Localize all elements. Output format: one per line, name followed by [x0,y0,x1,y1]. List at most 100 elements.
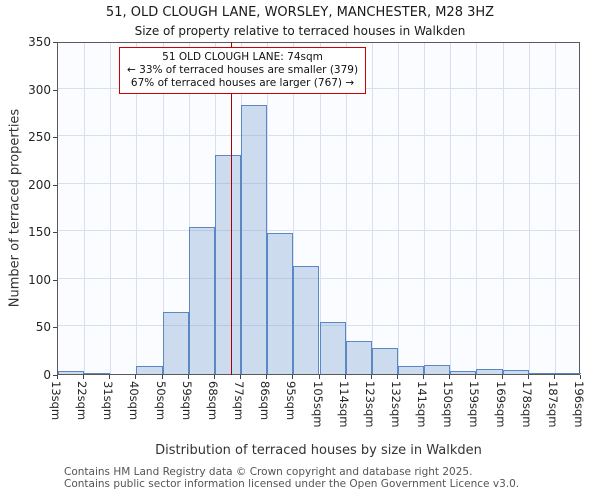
gridline-v [554,43,556,374]
x-tick-mark [57,375,58,379]
annotation-line-1: 51 OLD CLOUGH LANE: 74sqm [162,51,323,63]
x-axis-label: Distribution of terraced houses by size … [155,443,482,458]
x-tick-mark [344,375,346,379]
x-tick-mark [370,375,372,379]
bar [214,155,242,374]
bar [293,265,320,374]
bar [476,369,503,374]
annotation-line-3: 67% of terraced houses are larger (767) … [130,77,355,89]
x-tick-label: 105sqm [310,381,325,428]
chart-subtitle: Size of property relative to terraced ho… [134,24,466,38]
gridline-v [371,43,373,374]
x-tick-mark [161,375,163,379]
y-tick-label: 350 [28,35,51,49]
y-tick-label: 200 [28,177,51,192]
plot-area [57,42,581,375]
x-tick-label: 141sqm [415,381,430,428]
gridline-v [450,43,452,374]
x-tick-mark [266,375,268,379]
y-tick-mark [53,137,57,139]
y-tick-mark [53,184,57,186]
x-tick-label: 31sqm [101,381,116,421]
gridline-h [58,135,579,137]
gridline-v [293,43,295,374]
bar [528,373,555,374]
chart-title: 51, OLD CLOUGH LANE, WORSLEY, MANCHESTER… [105,5,495,20]
bar [188,226,215,374]
footer: Contains HM Land Registry data © Crown c… [64,466,519,490]
property-marker-line [231,42,233,375]
bar [84,373,111,374]
footer-line-2: Contains public sector information licen… [64,478,520,490]
bar [502,370,529,374]
gridline-v [188,43,190,374]
gridline-v [424,43,426,374]
x-tick-label: 86sqm [258,381,273,421]
y-tick-label: 250 [28,130,51,145]
x-tick-label: 150sqm [441,381,456,428]
x-tick-label: 40sqm [127,381,142,421]
x-tick-label: 187sqm [545,381,560,428]
x-tick-mark [318,375,320,379]
bar [450,371,477,374]
gridline-h [58,182,579,184]
x-tick-label: 196sqm [572,381,586,428]
bar [554,373,581,374]
gridline-h [58,230,579,232]
y-tick-label: 150 [28,225,51,240]
gridline-v [476,43,478,374]
x-tick-mark [213,375,215,379]
x-tick-label: 178sqm [519,381,534,428]
y-tick-mark [53,89,57,91]
bar [136,366,163,374]
x-tick-mark [240,375,242,379]
x-tick-mark [527,375,529,379]
x-tick-mark [449,375,451,379]
bar [424,365,451,374]
x-tick-label: 123sqm [362,381,377,428]
bar [58,371,85,374]
footer-line-1: Contains HM Land Registry data © Crown c… [64,466,473,478]
y-tick-label: 100 [28,272,51,287]
y-tick-label: 0 [43,368,51,382]
gridline-v [84,43,86,374]
x-tick-label: 50sqm [153,381,168,421]
x-tick-label: 114sqm [336,381,351,428]
x-tick-label: 95sqm [284,381,299,421]
bar [267,233,294,374]
x-tick-mark [475,375,477,379]
gridline-v [136,43,138,374]
chart-header: 51, OLD CLOUGH LANE, WORSLEY, MANCHESTER… [0,5,600,38]
x-tick-label: 22sqm [75,381,90,421]
x-tick-mark [187,375,189,379]
y-tick-label: 50 [35,320,51,335]
bar [162,312,189,374]
bar [241,104,268,374]
bar [397,366,425,374]
x-tick-label: 169sqm [493,381,508,428]
annotation-line-2: ← 33% of terraced houses are smaller (37… [127,64,359,76]
x-tick-label: 132sqm [388,381,403,428]
x-tick-mark [501,375,503,379]
gridline-v [528,43,530,374]
x-tick-mark [580,375,581,379]
x-tick-label: 13sqm [49,381,63,421]
y-tick-label: 300 [28,82,51,97]
gridline-v [502,43,504,374]
gridline-v [110,43,112,374]
x-tick-label: 59sqm [179,381,194,421]
x-tick-mark [396,375,398,379]
gridline-v [319,43,321,374]
gridline-v [162,43,164,374]
y-tick-mark [53,232,57,234]
annotation-box: 51 OLD CLOUGH LANE: 74sqm ← 33% of terra… [119,47,367,94]
y-tick-mark [53,42,57,43]
bar [319,321,346,374]
gridline-v [267,43,269,374]
bar [345,340,372,374]
x-tick-mark [109,375,111,379]
x-tick-label: 68sqm [205,381,220,421]
x-tick-label: 77sqm [232,381,247,421]
x-tick-mark [135,375,137,379]
